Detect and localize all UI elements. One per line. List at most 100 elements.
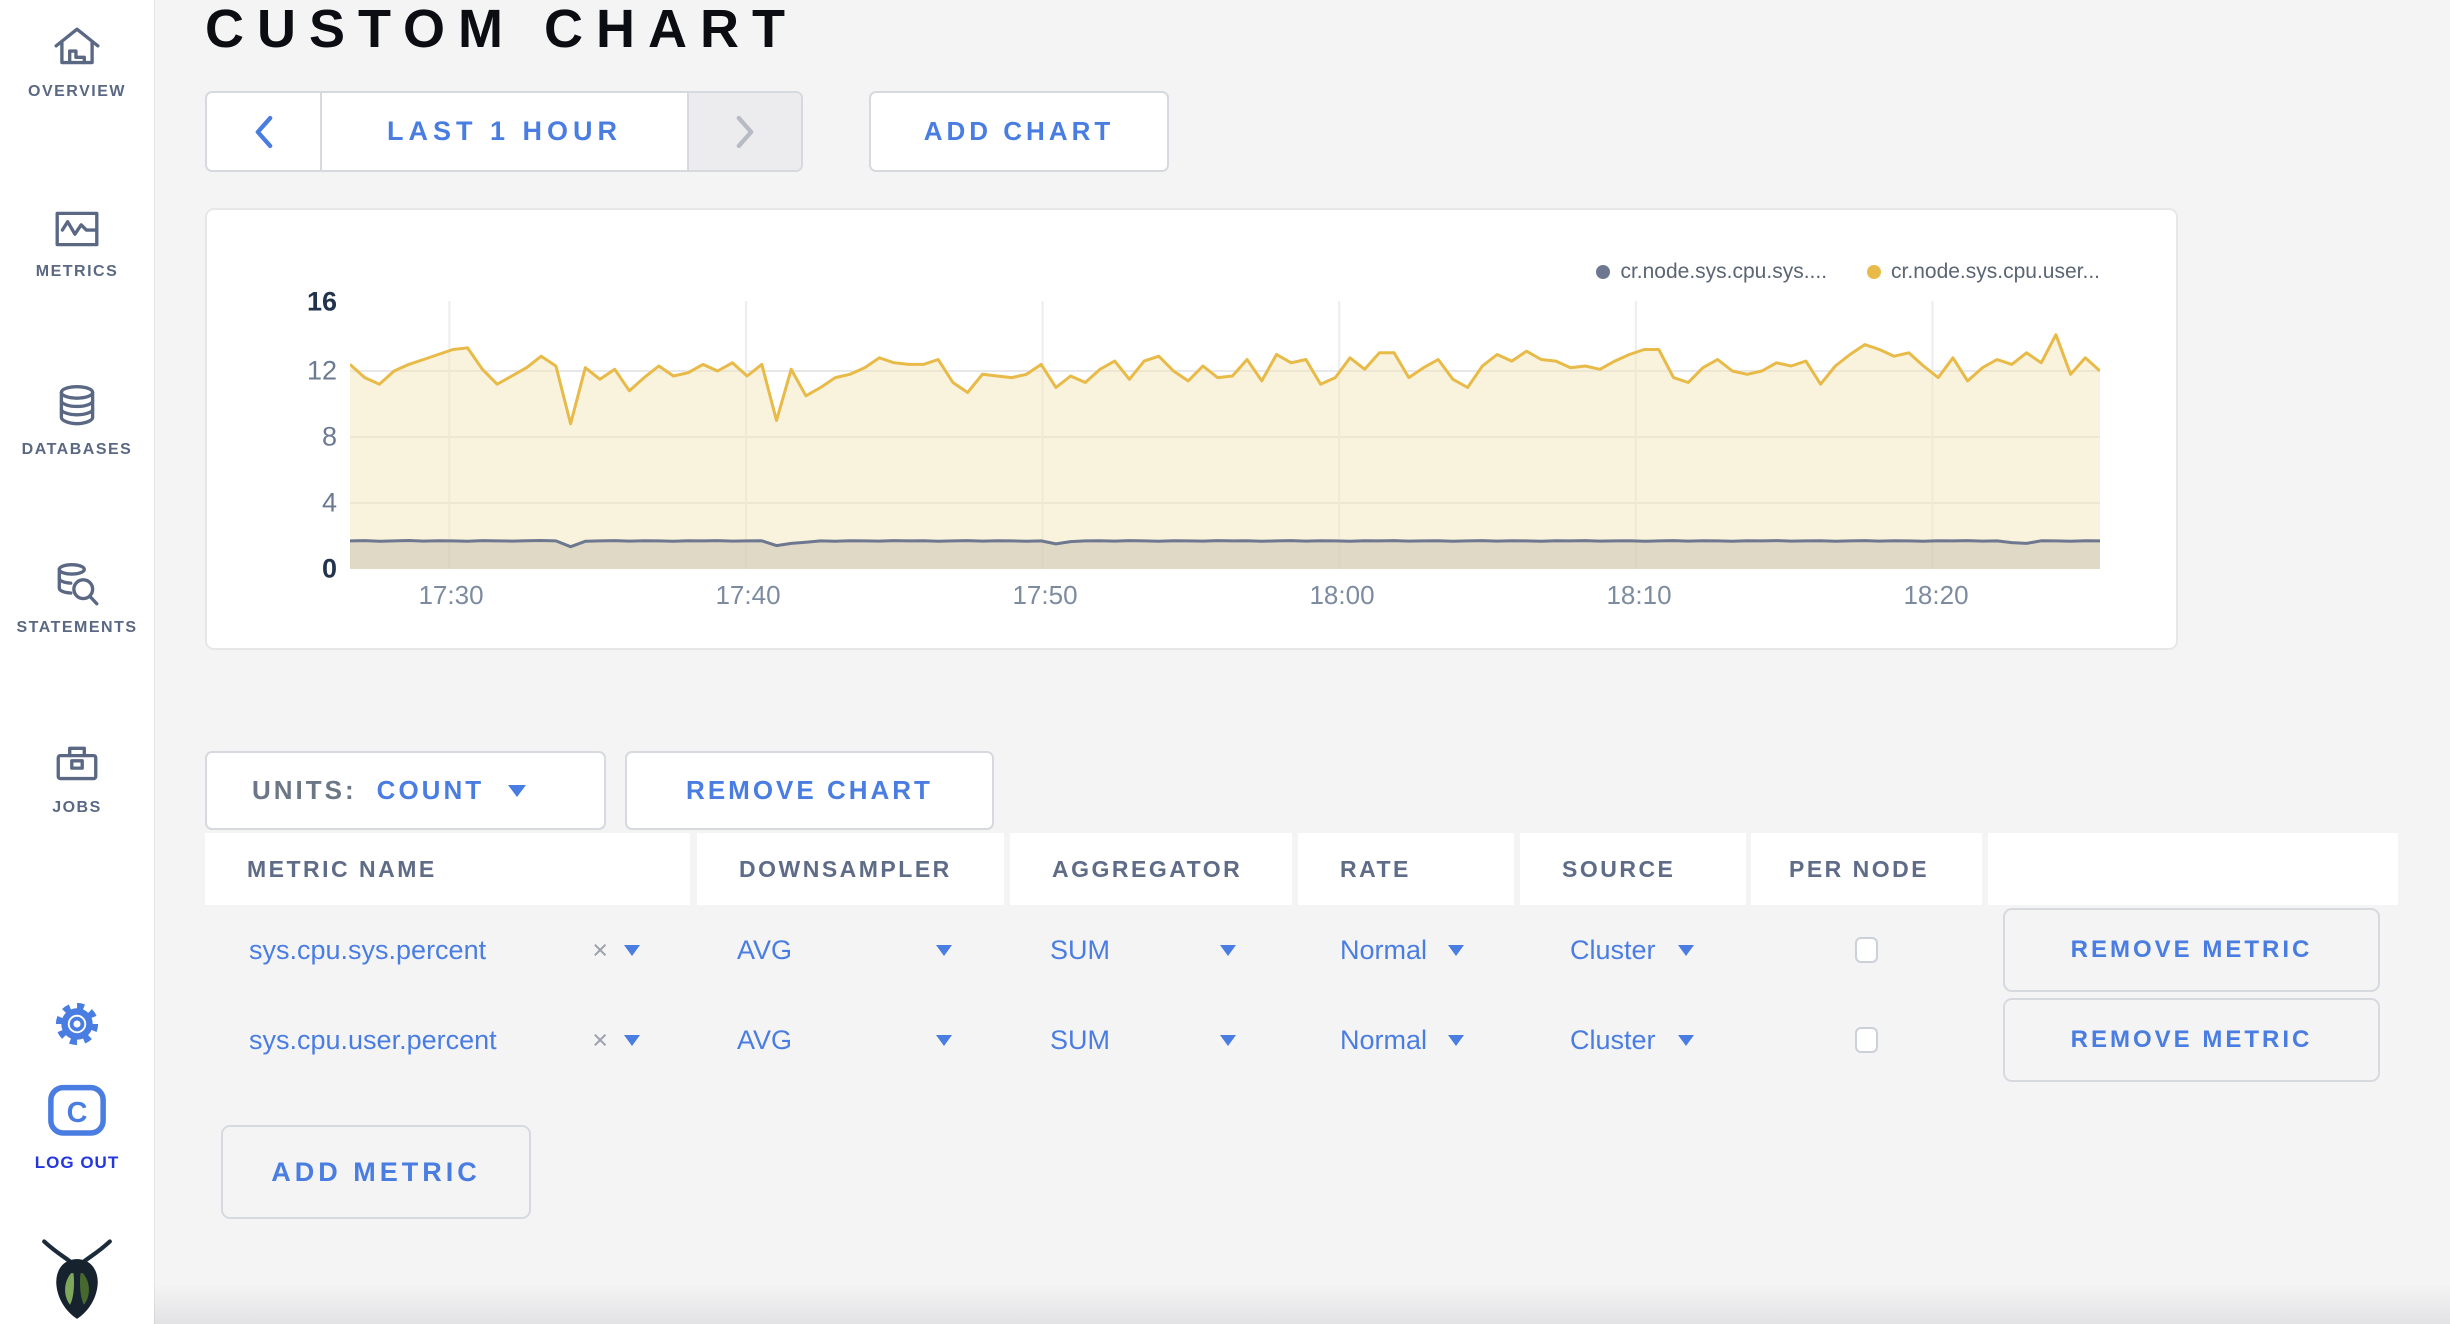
header-aggregator: AGGREGATOR: [1010, 833, 1292, 905]
time-range-selector: LAST 1 HOUR: [205, 91, 803, 172]
rate-dropdown[interactable]: Normal: [1298, 995, 1514, 1085]
header-metric-name: METRIC NAME: [205, 833, 690, 905]
remove-metric-button[interactable]: REMOVE METRIC: [2003, 998, 2380, 1082]
chevron-down-icon: [1448, 944, 1464, 956]
sidebar-settings[interactable]: [0, 998, 154, 1050]
legend-label-user: cr.node.sys.cpu.user...: [1891, 260, 2100, 283]
per-node-checkbox[interactable]: [1855, 937, 1878, 963]
units-value: COUNT: [376, 775, 485, 805]
chevron-down-icon: [936, 1034, 952, 1046]
chevron-down-icon: [1448, 1034, 1464, 1046]
x-axis-tick: 17:30: [418, 580, 484, 610]
home-icon: [54, 27, 100, 65]
chevron-down-icon: [1678, 944, 1694, 956]
aggregator-dropdown[interactable]: SUM: [1010, 905, 1292, 995]
rate-value: Normal: [1340, 1024, 1428, 1055]
timeseries-chart[interactable]: [350, 297, 2100, 569]
sidebar-item-jobs[interactable]: JOBS: [0, 740, 154, 817]
y-axis-tick: 16: [306, 286, 337, 317]
x-axis-tick: 17:50: [1012, 580, 1078, 610]
chevron-down-icon: [1220, 1034, 1236, 1046]
header-rate: RATE: [1298, 833, 1514, 905]
chart-card: cr.node.sys.cpu.sys.... cr.node.sys.cpu.…: [205, 208, 2178, 650]
time-range-next-button[interactable]: [687, 93, 801, 170]
sidebar-item-overview[interactable]: OVERVIEW: [0, 24, 154, 101]
sidebar-item-label: DATABASES: [21, 441, 133, 458]
aggregator-dropdown[interactable]: SUM: [1010, 995, 1292, 1085]
statements-icon: [57, 563, 99, 606]
bottom-shadow: [154, 1284, 2450, 1324]
sidebar-item-label: OVERVIEW: [28, 83, 126, 100]
database-icon: [59, 385, 95, 426]
clear-metric-icon[interactable]: ×: [592, 1024, 608, 1055]
legend-item-user[interactable]: cr.node.sys.cpu.user...: [1867, 260, 2100, 284]
units-label: UNITS:: [252, 775, 357, 805]
x-axis-tick: 18:10: [1606, 580, 1672, 610]
remove-metric-button[interactable]: REMOVE METRIC: [2003, 908, 2380, 992]
rate-dropdown[interactable]: Normal: [1298, 905, 1514, 995]
metric-name-value[interactable]: sys.cpu.user.percent: [249, 1024, 497, 1055]
aggregator-value: SUM: [1050, 1024, 1110, 1055]
x-axis-tick: 18:00: [1309, 580, 1375, 610]
clear-metric-icon[interactable]: ×: [592, 934, 608, 965]
sidebar-item-label: STATEMENTS: [16, 619, 138, 636]
units-dropdown[interactable]: UNITS: COUNT: [205, 751, 606, 830]
logout-label: LOG OUT: [34, 1153, 120, 1172]
cockroachdb-bug-logo: [42, 1239, 112, 1319]
sidebar-item-databases[interactable]: DATABASES: [0, 382, 154, 459]
metrics-table-header: METRIC NAME DOWNSAMPLER AGGREGATOR RATE …: [205, 833, 2398, 905]
source-dropdown[interactable]: Cluster: [1520, 905, 1746, 995]
header-actions: [1988, 833, 2398, 905]
header-source: SOURCE: [1520, 833, 1746, 905]
legend-label-sys: cr.node.sys.cpu.sys....: [1620, 260, 1828, 283]
sidebar-item-metrics[interactable]: METRICS: [0, 204, 154, 281]
add-metric-button[interactable]: ADD METRIC: [221, 1125, 531, 1219]
y-axis-tick: 12: [306, 355, 337, 386]
table-row: sys.cpu.sys.percent × AVG SUM Normal Clu…: [205, 905, 2398, 995]
add-chart-button[interactable]: ADD CHART: [869, 91, 1169, 172]
time-range-label[interactable]: LAST 1 HOUR: [386, 116, 622, 146]
svg-text:C: C: [67, 1097, 88, 1129]
chevron-down-icon[interactable]: [624, 944, 640, 956]
page-title: CUSTOM CHART: [205, 0, 798, 59]
metric-name-value[interactable]: sys.cpu.sys.percent: [249, 934, 487, 965]
gear-icon: [55, 1002, 99, 1046]
rate-value: Normal: [1340, 934, 1428, 965]
chevron-down-icon: [1678, 1034, 1694, 1046]
cockroach-c-icon: C: [48, 1084, 106, 1136]
briefcase-icon: [56, 746, 98, 781]
legend-item-sys[interactable]: cr.node.sys.cpu.sys....: [1596, 260, 1827, 284]
downsampler-dropdown[interactable]: AVG: [697, 995, 1004, 1085]
remove-chart-button[interactable]: REMOVE CHART: [625, 751, 994, 830]
chevron-left-icon: [255, 115, 272, 148]
x-axis-tick: 17:40: [715, 580, 781, 610]
header-per-node: PER NODE: [1751, 833, 1982, 905]
sidebar-item-label: METRICS: [35, 263, 119, 280]
sidebar-item-statements[interactable]: STATEMENTS: [0, 560, 154, 637]
chevron-right-icon: [736, 115, 754, 148]
chevron-down-icon: [936, 944, 952, 956]
y-axis-tick: 8: [321, 421, 337, 452]
legend-dot-sys: [1596, 265, 1611, 279]
chevron-down-icon: [508, 784, 527, 797]
downsampler-dropdown[interactable]: AVG: [697, 905, 1004, 995]
aggregator-value: SUM: [1050, 934, 1110, 965]
downsampler-value: AVG: [737, 1024, 793, 1055]
chevron-down-icon: [1220, 944, 1236, 956]
metrics-icon: [55, 211, 99, 247]
y-axis-tick: 4: [321, 487, 337, 518]
per-node-checkbox[interactable]: [1855, 1027, 1878, 1053]
legend-dot-user: [1867, 265, 1882, 279]
source-value: Cluster: [1570, 934, 1656, 965]
chart-legend: cr.node.sys.cpu.sys.... cr.node.sys.cpu.…: [1596, 260, 2100, 284]
source-dropdown[interactable]: Cluster: [1520, 995, 1746, 1085]
sidebar-item-label: JOBS: [52, 799, 102, 816]
y-axis-tick: 0: [321, 553, 337, 584]
x-axis-tick: 18:20: [1903, 580, 1969, 610]
time-range-prev-button[interactable]: [207, 93, 322, 170]
sidebar: OVERVIEW METRICS DATABASES: [0, 0, 155, 1324]
header-downsampler: DOWNSAMPLER: [697, 833, 1004, 905]
chevron-down-icon[interactable]: [624, 1034, 640, 1046]
sidebar-logout[interactable]: C LOG OUT: [0, 1078, 154, 1173]
